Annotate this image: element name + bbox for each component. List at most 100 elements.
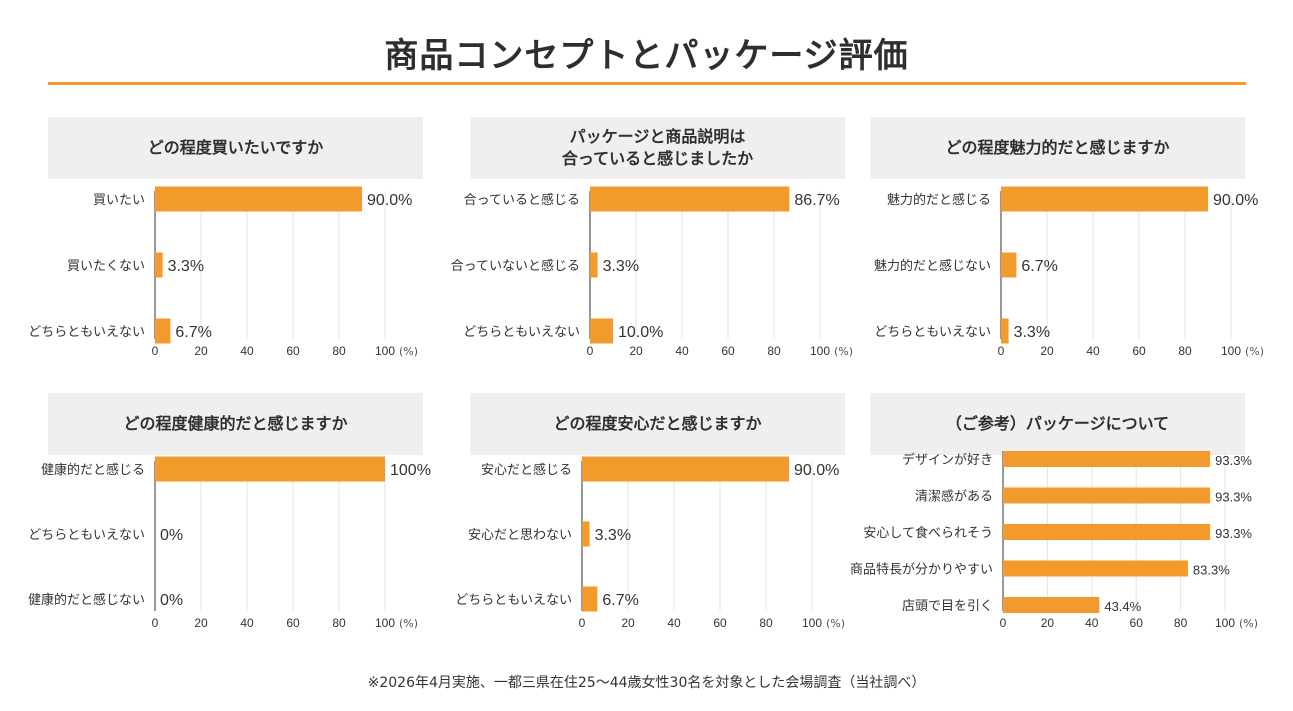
category-label: どちらともいえない	[463, 325, 580, 340]
bar	[1003, 451, 1211, 467]
survey-footnote: ※2026年4月実施、一都三県在住25～44歳女性30名を対象とした会場調査（当…	[367, 675, 926, 691]
bar	[155, 456, 385, 482]
title-underline	[48, 82, 1246, 85]
category-label: どちらともいえない	[28, 528, 145, 543]
category-label: 店頭で目を引く	[902, 599, 993, 614]
bar	[1003, 524, 1211, 540]
tick-label: 60	[286, 616, 300, 630]
chart-title: どの程度健康的だと感じますか	[48, 393, 423, 455]
chart-title: （ご参考）パッケージについて	[870, 393, 1245, 455]
data-label: 90.0%	[367, 192, 412, 209]
unit-label: (%)	[826, 617, 845, 630]
tick-label: 20	[194, 616, 208, 630]
data-label: 3.3%	[595, 527, 631, 544]
bar	[1003, 560, 1188, 577]
tick-label: 20	[1041, 616, 1055, 630]
category-label: デザインが好き	[902, 452, 993, 468]
tick-label: 60	[721, 344, 735, 358]
chart-panel-5: どの程度安心だと感じますか 安心だと感じる 90.0% 安心だと思わない 3.3% どちら…	[455, 393, 845, 653]
chart-panel-3: どの程度魅力的だと感じますか 魅力的だと感じる 90.0% 魅力的だと感じない 6.7%…	[870, 117, 1264, 377]
tick-label: 40	[1086, 344, 1100, 358]
bar	[582, 586, 598, 612]
category-label: 安心だと思わない	[468, 528, 572, 543]
tick-label: 80	[1178, 344, 1192, 358]
unit-label: (%)	[399, 617, 418, 630]
tick-label: 80	[767, 344, 781, 358]
chart-panel-6: （ご参考）パッケージについて デザインが好き 93.3% 清潔感がある 93.3% 安心し…	[850, 393, 1258, 653]
unit-label: (%)	[834, 345, 853, 358]
tick-label: 60	[1130, 616, 1144, 630]
tick-label: 20	[621, 616, 635, 630]
tick-label: 20	[194, 344, 208, 358]
bar	[1001, 186, 1208, 212]
tick-label: 100	[810, 344, 830, 358]
tick-label: 100	[1221, 344, 1241, 358]
category-label: 健康的だと感じる	[41, 462, 145, 478]
category-label: 合っていると感じる	[464, 192, 580, 208]
tick-label: 0	[1000, 616, 1007, 630]
tick-label: 100	[375, 616, 395, 630]
bar	[1003, 597, 1100, 613]
bar	[582, 456, 789, 482]
data-label: 93.3%	[1215, 490, 1252, 505]
data-label: 3.3%	[603, 258, 639, 275]
tick-label: 0	[152, 616, 159, 630]
data-label: 0%	[160, 527, 183, 544]
category-label: 清潔感がある	[915, 489, 993, 505]
category-label: 健康的だと感じない	[28, 592, 145, 608]
chart-title: どの程度魅力的だと感じますか	[870, 117, 1245, 179]
chart-svg: 合っていると感じる 86.7% 合っていないと感じる 3.3% どちらともいえない 10.…	[451, 186, 853, 358]
bar	[582, 521, 590, 547]
data-label: 86.7%	[794, 192, 839, 209]
tick-label: 0	[998, 344, 1005, 358]
data-label: 43.4%	[1104, 599, 1141, 614]
bar	[155, 252, 163, 278]
tick-label: 40	[240, 616, 254, 630]
chart-title: どの程度買いたいですか	[48, 117, 423, 179]
category-label: 商品特長が分かりやすい	[850, 563, 993, 578]
tick-label: 20	[629, 344, 643, 358]
bar	[590, 186, 790, 212]
data-label: 0%	[160, 592, 183, 609]
tick-label: 60	[286, 344, 300, 358]
tick-label: 0	[579, 616, 586, 630]
data-label: 90.0%	[794, 462, 839, 479]
data-label: 6.7%	[602, 592, 638, 609]
data-label: 100%	[390, 462, 431, 479]
unit-label: (%)	[1239, 617, 1258, 630]
tick-label: 40	[667, 616, 681, 630]
data-label: 93.3%	[1215, 453, 1252, 468]
data-label: 3.3%	[1014, 324, 1050, 341]
data-label: 90.0%	[1213, 192, 1258, 209]
chart-title: どの程度安心だと感じますか	[470, 393, 845, 455]
tick-label: 0	[587, 344, 594, 358]
tick-label: 60	[713, 616, 727, 630]
data-label: 93.3%	[1215, 526, 1252, 541]
tick-label: 100	[1215, 616, 1235, 630]
category-label: どちらともいえない	[28, 325, 145, 340]
tick-label: 80	[332, 344, 346, 358]
bar	[1001, 252, 1017, 278]
data-label: 83.3%	[1193, 563, 1230, 578]
chart-svg: 健康的だと感じる 100%どちらともいえない 0%健康的だと感じない 0%0 20 40 6…	[28, 456, 431, 630]
category-label: 買いたくない	[67, 259, 145, 274]
bar	[155, 186, 362, 212]
category-label: 魅力的だと感じない	[874, 258, 991, 274]
tick-label: 60	[1132, 344, 1146, 358]
chart-panel-2: パッケージと商品説明は 合っていると感じましたか 合っていると感じる 86.7% 合っ…	[451, 117, 853, 377]
chart-svg: 安心だと感じる 90.0% 安心だと思わない 3.3% どちらともいえない 6.7% 0 20…	[455, 456, 845, 630]
tick-label: 80	[1174, 616, 1188, 630]
data-label: 3.3%	[168, 258, 204, 275]
category-label: 安心だと感じる	[481, 462, 572, 478]
tick-label: 20	[1040, 344, 1054, 358]
unit-label: (%)	[1245, 345, 1264, 358]
data-label: 6.7%	[1021, 258, 1057, 275]
page-title: 商品コンセプトとパッケージ評価	[384, 36, 909, 76]
category-label: どちらともいえない	[874, 325, 991, 340]
unit-label: (%)	[399, 345, 418, 358]
data-label: 6.7%	[175, 324, 211, 341]
tick-label: 40	[675, 344, 689, 358]
tick-label: 40	[240, 344, 254, 358]
chart-panel-4: どの程度健康的だと感じますか健康的だと感じる 100% どちらともいえない 0% 健康的…	[28, 393, 431, 653]
chart-panel-1: どの程度買いたいですか 買いたい 90.0% 買いたくない 3.3% どちらともいえない 6…	[28, 117, 423, 377]
